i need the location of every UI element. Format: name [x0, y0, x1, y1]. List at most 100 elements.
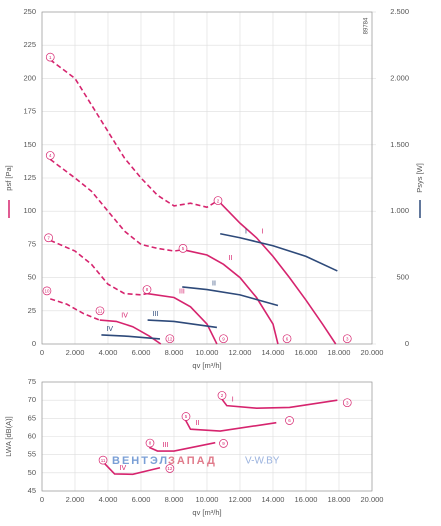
x-tick-label: 4.000: [99, 348, 118, 357]
x-tick-label: 6.000: [132, 348, 151, 357]
point-marker: [342, 398, 352, 408]
point-number: 2: [221, 393, 224, 398]
y2-tick-label: 1.500: [390, 140, 409, 149]
curve: [50, 298, 101, 321]
y-tick-label: 175: [23, 107, 36, 116]
x-tick-label: 8.000: [165, 495, 184, 504]
curve: [221, 398, 338, 409]
point-number: 8: [146, 287, 149, 292]
curve: [101, 334, 161, 340]
y-tick-label: 200: [23, 73, 36, 82]
curve-label: III: [163, 442, 169, 449]
y-tick-label: 25: [28, 306, 36, 315]
curve-label: II: [196, 420, 200, 427]
point-marker: [145, 438, 155, 448]
x-tick-label: 20.000: [361, 348, 384, 357]
y2-tick-label: 1.000: [390, 206, 409, 215]
point-marker: [285, 416, 294, 425]
x-tick-label: 16.000: [295, 495, 318, 504]
point-number: 8: [149, 441, 152, 446]
y-tick-label: 250: [23, 7, 36, 16]
y2-tick-label: 2.000: [390, 73, 409, 82]
point-marker: [181, 412, 191, 421]
curve: [220, 232, 338, 272]
curve-label: I: [262, 229, 264, 236]
plot-frame: [41, 11, 373, 345]
chart: 0 2.000 4.000 6.000 8.000 10.000 12.000 14.000 1…: [4, 377, 383, 517]
point-marker: [42, 286, 52, 296]
point-number: 6: [288, 418, 291, 423]
x-tick-label: 18.000: [328, 495, 351, 504]
x-tick-label: 0: [40, 495, 44, 504]
watermark: ВЕНТЭЛ: [112, 455, 169, 467]
y-tick-label: 100: [23, 206, 36, 215]
point-number: 3: [346, 336, 349, 341]
curve-label: I: [232, 396, 234, 403]
x-tick-label: 12.000: [229, 348, 252, 357]
y-tick-label: 225: [23, 40, 36, 49]
point-marker: [142, 285, 152, 294]
x-tick-label: 14.000: [262, 495, 285, 504]
point-marker: [213, 196, 223, 205]
y2-tick-label: 0: [405, 339, 409, 348]
chart: 0 2.000 4.000 6.000 8.000 10.000 12.000 14.000 1…: [4, 7, 424, 370]
y2-tick-label: 500: [396, 273, 409, 282]
x-tick-label: 2.000: [66, 495, 85, 504]
point-marker: [45, 52, 55, 62]
curve-label: II: [229, 255, 233, 262]
y-tick-label: 125: [23, 173, 36, 182]
curve: [148, 441, 216, 452]
plot-frame: [41, 381, 373, 492]
point-number: 12: [167, 336, 173, 341]
curve: [49, 239, 148, 296]
x-tick-label: 8.000: [165, 348, 184, 357]
y-tick-label: 0: [32, 339, 36, 348]
x-axis-label: qv [m³/h]: [192, 361, 221, 370]
point-marker: [219, 334, 228, 344]
curve: [182, 286, 279, 307]
point-number: 2: [217, 198, 220, 203]
curve-label: III: [179, 288, 185, 295]
y-tick-label: 55: [28, 450, 36, 459]
y-axis-label: LWA [dB(A)]: [4, 416, 13, 456]
x-tick-label: 0: [40, 348, 44, 357]
curve-label: II: [212, 280, 216, 287]
point-marker: [95, 306, 105, 316]
y-tick-label: 45: [28, 486, 36, 495]
point-marker: [44, 233, 53, 243]
point-marker: [342, 334, 352, 344]
point-number: 9: [222, 441, 225, 446]
x-tick-label: 16.000: [295, 348, 318, 357]
point-number: 5: [185, 414, 188, 419]
point-number: 3: [346, 400, 349, 405]
point-marker: [282, 334, 292, 344]
y2-axis-label: Psys [W]: [415, 163, 424, 193]
point-number: 4: [49, 153, 52, 158]
curve-label: IV: [106, 326, 113, 333]
curve: [49, 158, 184, 252]
x-tick-label: 20.000: [361, 495, 384, 504]
point-marker: [165, 464, 175, 473]
point-number: 1: [49, 55, 52, 60]
point-marker: [45, 151, 55, 160]
curve-label: I: [245, 229, 247, 236]
x-axis-label: qv [m³/h]: [192, 508, 221, 517]
curve: [184, 419, 277, 432]
x-tick-label: 10.000: [196, 495, 219, 504]
curve: [146, 292, 218, 345]
x-tick-label: 14.000: [262, 348, 285, 357]
x-tick-label: 6.000: [132, 495, 151, 504]
x-tick-label: 18.000: [328, 348, 351, 357]
x-tick-label: 4.000: [99, 495, 118, 504]
curve-label: III: [153, 311, 159, 318]
point-marker: [217, 391, 227, 400]
point-number: 11: [101, 458, 106, 463]
point-marker: [98, 455, 108, 465]
y2-tick-label: 2.500: [390, 7, 409, 16]
x-tick-label: 2.000: [66, 348, 85, 357]
y-tick-label: 50: [28, 468, 36, 477]
point-number: 12: [167, 466, 173, 471]
watermark: V-W.BY: [245, 456, 280, 467]
figure-code: 89784: [364, 17, 370, 34]
